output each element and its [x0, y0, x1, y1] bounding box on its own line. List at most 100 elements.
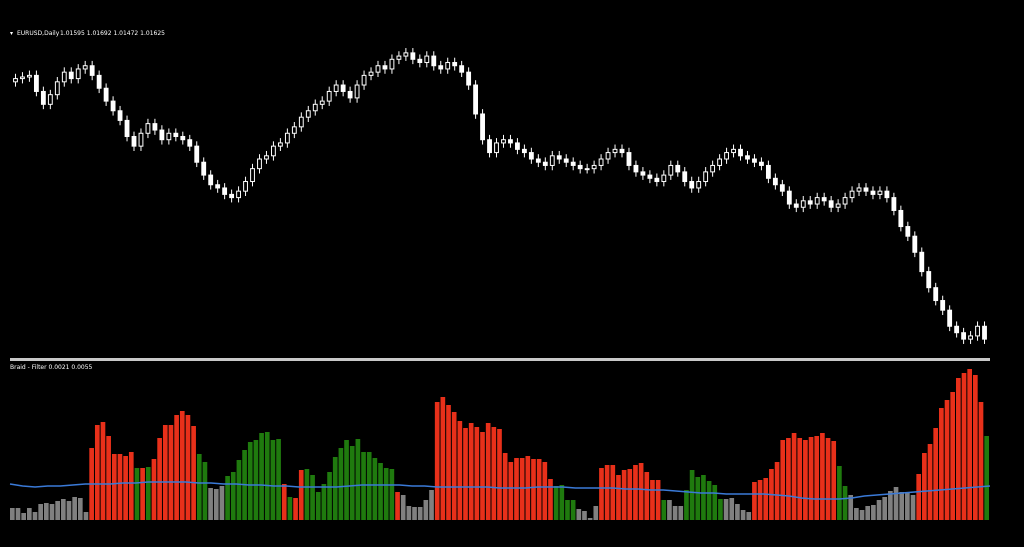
- braid-bar: [514, 458, 519, 520]
- braid-bar: [723, 499, 729, 520]
- candle-body: [528, 152, 534, 160]
- braid-bar: [485, 423, 491, 520]
- braid-bar: [559, 485, 565, 520]
- candle-body: [354, 84, 360, 99]
- candle-body: [264, 155, 269, 160]
- candle-body: [717, 158, 723, 166]
- braid-bar: [60, 499, 66, 520]
- candle-body: [410, 52, 416, 60]
- braid-bar: [72, 497, 77, 520]
- candle-body: [445, 62, 451, 70]
- braid-bar: [247, 442, 253, 520]
- braid-bar: [446, 405, 451, 520]
- braid-bar: [366, 452, 372, 520]
- candle-body: [919, 251, 925, 273]
- candle-body: [110, 100, 116, 112]
- candle-body: [584, 168, 590, 171]
- candle-body: [298, 116, 304, 128]
- braid-bar: [922, 453, 927, 520]
- braid-bar: [689, 470, 695, 520]
- braid-bar: [298, 470, 304, 520]
- candle-body: [793, 203, 799, 208]
- price-header-arrow[interactable]: ▾: [10, 30, 13, 37]
- braid-bar: [803, 440, 808, 520]
- candle-body: [61, 71, 67, 83]
- candle-body: [194, 145, 200, 163]
- candles-group: [13, 48, 987, 344]
- candle-body: [521, 148, 527, 154]
- braid-bar: [780, 440, 786, 520]
- candle-body: [570, 161, 576, 166]
- candle-body: [814, 197, 820, 205]
- pane-separator[interactable]: [10, 358, 990, 361]
- candle-body: [515, 142, 520, 150]
- braid-bar: [616, 475, 621, 520]
- braid-bar: [961, 373, 967, 520]
- candle-body: [40, 90, 46, 105]
- braid-bar: [491, 427, 497, 520]
- braid-bar: [213, 489, 219, 520]
- braid-bar: [406, 506, 412, 520]
- candle-body: [27, 74, 32, 78]
- candle-body: [180, 135, 186, 141]
- braid-bar: [417, 507, 423, 520]
- braid-bar: [939, 408, 944, 520]
- braid-bar: [43, 503, 49, 520]
- braid-bar: [338, 448, 344, 520]
- braid-bar: [570, 500, 576, 520]
- braid-bar: [854, 508, 859, 520]
- candle-body: [131, 135, 137, 147]
- braid-bar: [423, 500, 429, 520]
- braid-bar: [876, 500, 882, 520]
- braid-bar: [950, 392, 956, 520]
- candle-body: [668, 164, 674, 176]
- candle-body: [703, 171, 709, 183]
- braid-bar: [395, 492, 400, 520]
- candle-body: [82, 65, 88, 70]
- braid-bar: [599, 468, 604, 520]
- candle-body: [626, 152, 632, 166]
- candle-body: [340, 84, 346, 92]
- braid-bar: [310, 475, 315, 520]
- candle-body: [375, 65, 381, 73]
- braid-bar: [151, 459, 157, 520]
- braid-bar: [21, 513, 26, 520]
- candle-body: [535, 158, 541, 163]
- braid-bar: [701, 475, 706, 520]
- candle-body: [696, 181, 702, 189]
- candle-body: [417, 58, 423, 64]
- braid-bar: [893, 487, 899, 520]
- candle-body: [480, 113, 485, 141]
- braid-filter-line: [9, 481, 991, 500]
- braid-bar: [718, 499, 723, 520]
- braid-bar: [94, 425, 100, 520]
- braid-bar: [593, 506, 599, 520]
- candle-body: [563, 158, 569, 163]
- candle-body: [759, 161, 764, 166]
- braid-bar: [548, 479, 553, 520]
- candle-body: [549, 155, 555, 166]
- braid-bar: [633, 465, 638, 520]
- candle-body: [319, 100, 325, 105]
- candle-body: [745, 155, 750, 160]
- braid-bar: [508, 462, 514, 520]
- candle-body: [361, 74, 367, 86]
- candle-body: [856, 187, 862, 192]
- candle-body: [159, 129, 165, 141]
- candle-body: [452, 62, 458, 67]
- candle-body: [501, 139, 506, 144]
- braid-bar: [820, 433, 825, 520]
- braid-bar: [111, 454, 117, 520]
- braid-bar: [281, 484, 287, 520]
- braid-bar: [757, 480, 763, 520]
- braid-bar: [587, 518, 593, 520]
- braid-bar: [355, 439, 361, 520]
- candle-body: [724, 152, 729, 160]
- candle-body: [166, 132, 172, 141]
- braid-bar: [202, 462, 208, 520]
- candle-body: [849, 190, 855, 199]
- braid-bar: [480, 432, 485, 520]
- braid-bar: [553, 486, 559, 520]
- braid-bar: [349, 446, 355, 520]
